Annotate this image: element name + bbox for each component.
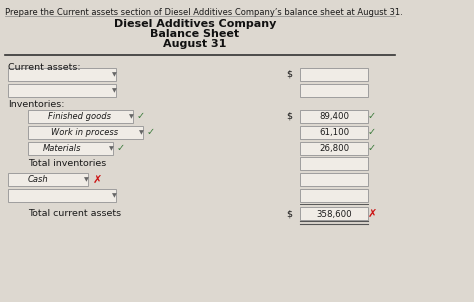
Text: ▼: ▼ (83, 177, 88, 182)
FancyBboxPatch shape (300, 173, 368, 186)
Text: ✓: ✓ (368, 111, 376, 121)
Text: Inventories:: Inventories: (8, 100, 64, 109)
FancyBboxPatch shape (300, 110, 368, 123)
FancyBboxPatch shape (300, 84, 368, 97)
Text: Materials: Materials (43, 144, 81, 153)
Text: ▼: ▼ (138, 130, 143, 135)
Text: $: $ (286, 70, 292, 79)
Text: Total inventories: Total inventories (28, 159, 106, 169)
FancyBboxPatch shape (28, 110, 133, 123)
Text: August 31: August 31 (164, 39, 227, 49)
Text: ✗: ✗ (92, 175, 102, 185)
Text: Work in process: Work in process (52, 128, 118, 137)
FancyBboxPatch shape (300, 189, 368, 202)
Text: ✓: ✓ (368, 143, 376, 153)
Text: 358,600: 358,600 (316, 210, 352, 219)
Text: ✓: ✓ (137, 111, 145, 121)
Text: 89,400: 89,400 (319, 112, 349, 121)
Text: Current assets:: Current assets: (8, 63, 81, 72)
Text: ▼: ▼ (111, 88, 117, 93)
Text: ▼: ▼ (109, 146, 113, 151)
FancyBboxPatch shape (8, 68, 116, 81)
Text: $: $ (286, 112, 292, 121)
Text: 61,100: 61,100 (319, 128, 349, 137)
FancyBboxPatch shape (28, 126, 143, 139)
Text: ✓: ✓ (117, 143, 125, 153)
Text: ▼: ▼ (111, 193, 117, 198)
FancyBboxPatch shape (300, 126, 368, 139)
FancyBboxPatch shape (300, 207, 368, 220)
FancyBboxPatch shape (28, 142, 113, 155)
Text: Finished goods: Finished goods (48, 112, 111, 121)
Text: Cash: Cash (27, 175, 48, 184)
FancyBboxPatch shape (300, 157, 368, 170)
Text: Total current assets: Total current assets (28, 210, 121, 219)
FancyBboxPatch shape (300, 68, 368, 81)
Text: ▼: ▼ (128, 114, 133, 119)
Text: Diesel Additives Company: Diesel Additives Company (114, 19, 276, 29)
Text: Prepare the Current assets section of Diesel Additives Company’s balance sheet a: Prepare the Current assets section of Di… (5, 8, 403, 17)
FancyBboxPatch shape (8, 173, 88, 186)
FancyBboxPatch shape (8, 189, 116, 202)
Text: ✓: ✓ (147, 127, 155, 137)
Text: ✗: ✗ (367, 209, 377, 219)
FancyBboxPatch shape (8, 84, 116, 97)
Text: ▼: ▼ (111, 72, 117, 77)
FancyBboxPatch shape (300, 142, 368, 155)
Text: $: $ (286, 210, 292, 219)
Text: ✓: ✓ (368, 127, 376, 137)
Text: Balance Sheet: Balance Sheet (150, 29, 239, 39)
Text: 26,800: 26,800 (319, 144, 349, 153)
